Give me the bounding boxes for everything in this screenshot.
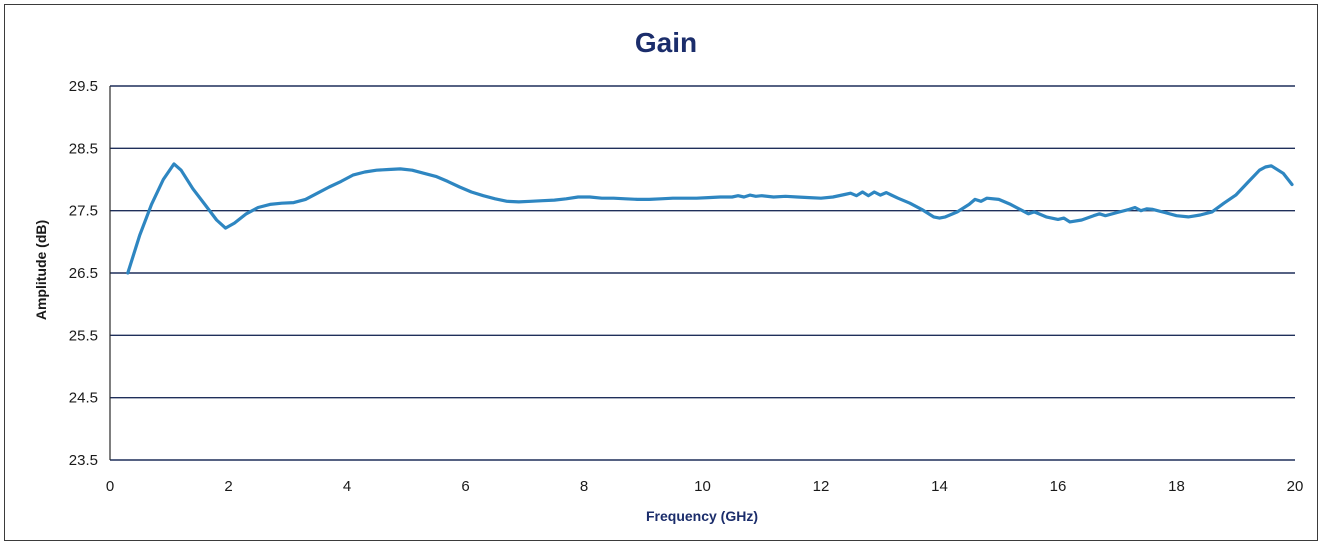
- y-tick-label: 29.5: [69, 78, 98, 95]
- series-layer: [126, 162, 1294, 275]
- x-tick-label: 16: [1050, 478, 1067, 495]
- x-tick-label: 18: [1168, 478, 1185, 495]
- x-tick-label: 8: [580, 478, 588, 495]
- y-tick-label: 26.5: [69, 265, 98, 282]
- y-tick-label: 27.5: [69, 203, 98, 220]
- y-tick-label: 25.5: [69, 327, 98, 344]
- chart-title: Gain: [635, 27, 697, 58]
- x-tick-label: 14: [931, 478, 948, 495]
- x-tick-label: 2: [224, 478, 232, 495]
- x-tick-label: 10: [694, 478, 711, 495]
- gain-series-line: [126, 162, 1294, 275]
- x-tick-label: 4: [343, 478, 351, 495]
- gridlines: [110, 85, 1295, 461]
- x-tick-label: 6: [461, 478, 469, 495]
- x-tick-label: 0: [106, 478, 114, 495]
- y-tick-labels: 23.5 24.5 25.5 26.5 27.5 28.5 29.5: [69, 78, 98, 469]
- y-tick-label: 28.5: [69, 140, 98, 157]
- x-tick-label: 20: [1287, 478, 1304, 495]
- x-tick-labels: 0 2 4 6 8 10 12 14 16 18 20: [106, 478, 1304, 495]
- x-tick-label: 12: [813, 478, 830, 495]
- y-tick-label: 23.5: [69, 452, 98, 469]
- y-tick-label: 24.5: [69, 390, 98, 407]
- y-axis-label: Amplitude (dB): [33, 220, 49, 320]
- x-axis-label: Frequency (GHz): [646, 508, 758, 524]
